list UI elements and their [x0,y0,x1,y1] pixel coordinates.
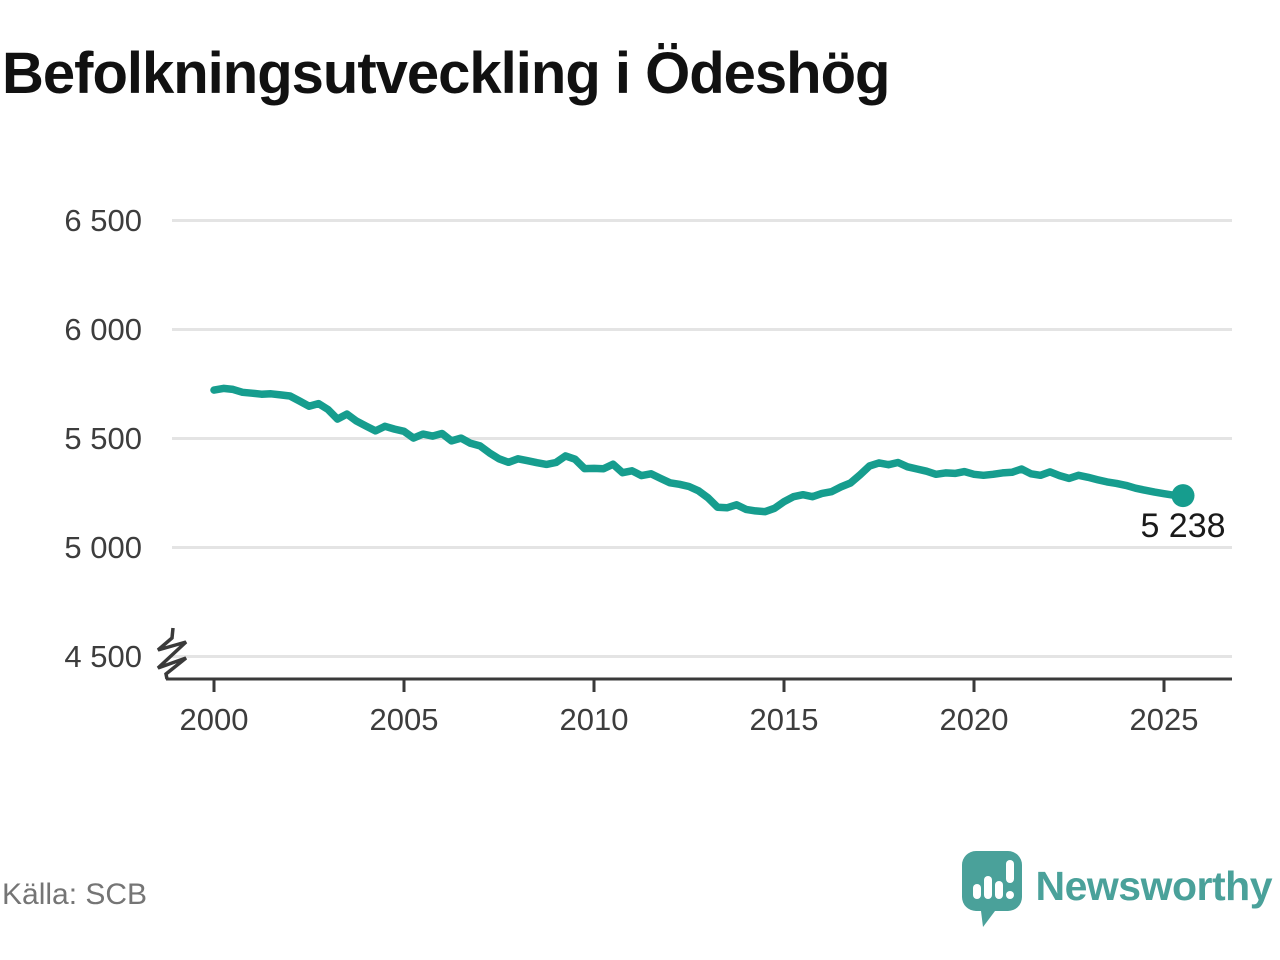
x-tick-label: 2000 [179,702,249,737]
brand-name: Newsworthy [1035,862,1273,909]
last-point-marker [1171,484,1195,508]
x-tick-label: 2005 [369,702,439,737]
x-tick-label: 2020 [939,702,1009,737]
y-tick-label: 5 500 [64,420,142,456]
y-tick-label: 4 500 [64,638,142,674]
axis-break-icon [156,627,188,680]
brand: Newsworthy [961,851,1273,929]
y-tick-label: 6 500 [64,202,142,238]
x-tick-label: 2025 [1129,702,1199,737]
y-tick-label: 6 000 [64,311,142,347]
population-line [210,384,1187,516]
last-value-label: 5 238 [1140,506,1226,545]
chart-title: Befolkningsutveckling i Ödeshög [2,41,890,106]
y-tick-label: 5 000 [64,529,142,565]
x-tick-label: 2010 [559,702,629,737]
source-label: Källa: SCB [2,878,148,911]
x-tick-label: 2015 [749,702,819,737]
newsworthy-logo-icon [961,851,1022,927]
